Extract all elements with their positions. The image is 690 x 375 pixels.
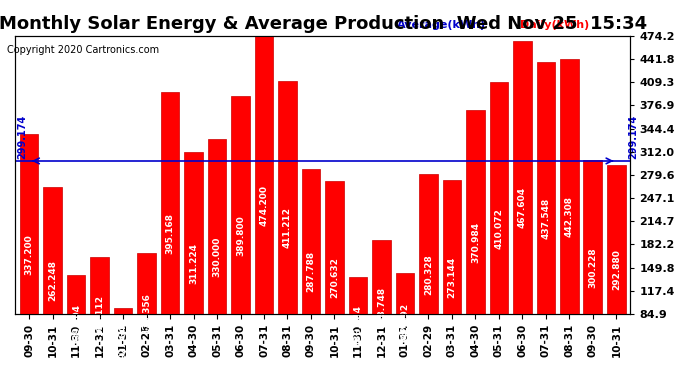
Bar — [584, 160, 602, 375]
Title: Monthly Solar Energy & Average Production  Wed Nov 25  15:34: Monthly Solar Energy & Average Productio… — [0, 15, 647, 33]
Bar — [537, 62, 555, 375]
Bar — [208, 139, 226, 375]
Text: 188.748: 188.748 — [377, 286, 386, 328]
Text: 273.144: 273.144 — [447, 256, 457, 298]
Bar — [67, 275, 86, 375]
Text: 389.800: 389.800 — [236, 215, 245, 256]
Bar — [560, 59, 579, 375]
Bar — [513, 40, 532, 375]
Bar — [466, 110, 485, 375]
Text: 395.168: 395.168 — [166, 213, 175, 254]
Text: 299.174: 299.174 — [17, 115, 28, 159]
Text: 411.212: 411.212 — [283, 207, 292, 248]
Bar — [607, 165, 626, 375]
Bar — [184, 152, 203, 375]
Text: 299.174: 299.174 — [628, 115, 638, 159]
Text: 337.200: 337.200 — [25, 234, 34, 274]
Text: 437.548: 437.548 — [542, 198, 551, 239]
Text: 330.000: 330.000 — [213, 237, 221, 277]
Bar — [114, 309, 132, 375]
Text: 170.356: 170.356 — [142, 293, 151, 334]
Text: Daily(kWh): Daily(kWh) — [520, 20, 589, 30]
Text: 287.788: 287.788 — [306, 251, 315, 292]
Text: 142.692: 142.692 — [400, 303, 409, 344]
Text: 474.200: 474.200 — [259, 185, 268, 226]
Text: 164.112: 164.112 — [95, 296, 104, 336]
Text: Copyright 2020 Cartronics.com: Copyright 2020 Cartronics.com — [7, 45, 159, 55]
Bar — [325, 181, 344, 375]
Text: 370.984: 370.984 — [471, 222, 480, 262]
Text: 311.224: 311.224 — [189, 243, 198, 284]
Text: 92.564: 92.564 — [119, 324, 128, 359]
Text: 280.328: 280.328 — [424, 254, 433, 295]
Bar — [137, 253, 156, 375]
Text: Average(kWh): Average(kWh) — [397, 20, 486, 30]
Text: 262.248: 262.248 — [48, 260, 57, 302]
Text: 300.228: 300.228 — [589, 247, 598, 288]
Text: 136.384: 136.384 — [353, 305, 362, 347]
Bar — [43, 187, 62, 375]
Bar — [231, 96, 250, 375]
Text: 442.308: 442.308 — [565, 196, 574, 237]
Text: 292.880: 292.880 — [612, 249, 621, 290]
Bar — [489, 82, 509, 375]
Text: 139.104: 139.104 — [72, 304, 81, 345]
Bar — [255, 36, 273, 375]
Bar — [348, 277, 367, 375]
Bar — [395, 273, 415, 375]
Text: 410.072: 410.072 — [495, 208, 504, 249]
Bar — [161, 92, 179, 375]
Bar — [442, 180, 462, 375]
Bar — [419, 174, 438, 375]
Bar — [372, 240, 391, 375]
Text: 467.604: 467.604 — [518, 187, 527, 228]
Bar — [90, 257, 109, 375]
Bar — [20, 134, 39, 375]
Bar — [302, 169, 320, 375]
Bar — [278, 81, 297, 375]
Text: 270.632: 270.632 — [330, 258, 339, 298]
